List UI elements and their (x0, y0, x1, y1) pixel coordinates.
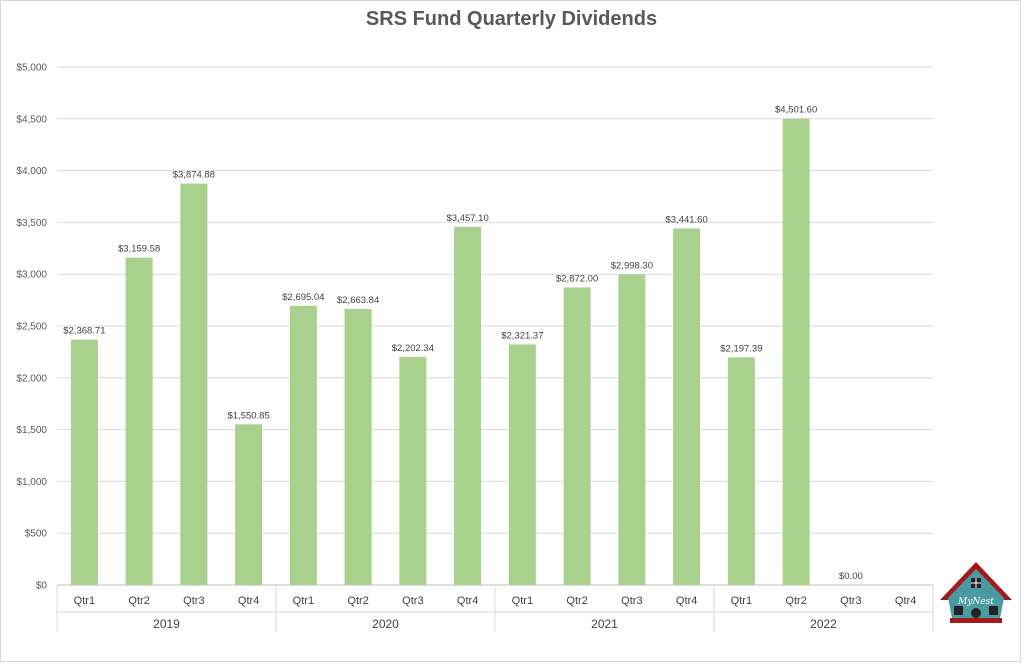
bar (563, 287, 591, 585)
logo-house-body (948, 569, 1004, 618)
y-tick-label: $500 (25, 529, 48, 540)
data-label: $2,695.04 (282, 292, 324, 303)
y-tick-label: $3,000 (16, 270, 47, 281)
mynest-logo: MyNest (940, 562, 1012, 623)
x-tick-label: Qtr3 (840, 595, 861, 607)
data-label: $3,441.60 (665, 214, 707, 225)
y-tick-label: $1,000 (16, 477, 47, 488)
bar (673, 228, 701, 585)
y-tick-label: $4,000 (16, 166, 47, 177)
bar (235, 424, 263, 585)
x-tick-label: Qtr1 (74, 595, 95, 607)
data-label: $2,321.37 (501, 331, 543, 342)
x-tick-label: Qtr2 (128, 595, 149, 607)
bar (399, 356, 427, 585)
data-label: $2,202.34 (392, 343, 434, 354)
logo-text: MyNest (957, 597, 994, 607)
bar (454, 226, 482, 586)
bar (289, 305, 317, 585)
x-tick-label: Qtr4 (238, 595, 259, 607)
x-tick-label: Qtr2 (347, 595, 368, 607)
x-tick-label: Qtr3 (183, 595, 204, 607)
bar (508, 344, 536, 585)
x-group-label: 2020 (372, 617, 399, 631)
y-tick-label: $1,500 (16, 425, 47, 436)
x-tick-label: Qtr3 (621, 595, 642, 607)
bar (782, 118, 810, 585)
data-label: $1,550.85 (227, 410, 269, 421)
x-tick-label: Qtr2 (566, 595, 587, 607)
bar (344, 309, 372, 585)
x-tick-label: Qtr4 (457, 595, 478, 607)
x-group-label: 2021 (591, 617, 618, 631)
x-tick-label: Qtr1 (293, 595, 314, 607)
y-tick-label: $3,500 (16, 218, 47, 229)
x-group-label: 2022 (810, 617, 837, 631)
y-tick-label: $5,000 (16, 63, 47, 74)
data-label: $2,368.71 (63, 326, 105, 337)
x-tick-label: Qtr1 (731, 595, 752, 607)
logo-base (950, 618, 1002, 623)
x-axis: Qtr1 Qtr2 Qtr3 Qtr4 Qtr1 Qtr2 Qtr3 Qtr4 Qtr1 Qtr2… (56, 585, 934, 632)
x-tick-label: Qtr3 (402, 595, 423, 607)
bars (70, 118, 810, 586)
data-label: $2,197.39 (720, 343, 762, 354)
bar (70, 339, 98, 585)
x-tick-label: Qtr2 (785, 595, 806, 607)
x-tick-label: Qtr1 (512, 595, 533, 607)
x-tick-label: Qtr4 (895, 595, 916, 607)
logo-door-icon (971, 608, 981, 618)
y-tick-label: $2,500 (16, 322, 47, 333)
x-group-label: 2019 (153, 617, 180, 631)
y-axis: $0 $500 $1,000 $1,500 $2,000 $2,500 $3,000 $3,5… (16, 63, 47, 592)
data-labels: $2,368.71 $3,159.58 $3,874.88 $1,550.85 $2,6… (63, 105, 863, 582)
bar (180, 183, 208, 585)
logo-left-window-icon (954, 606, 963, 615)
y-tick-label: $4,500 (16, 114, 47, 125)
data-label: $2,998.30 (611, 260, 653, 271)
y-tick-label: $0 (36, 581, 48, 592)
bar (727, 357, 755, 585)
data-label: $3,874.88 (173, 170, 215, 181)
data-label: $2,663.84 (337, 295, 379, 306)
x-tick-label: Qtr4 (676, 595, 697, 607)
bar (125, 257, 153, 585)
y-tick-label: $2,000 (16, 373, 47, 384)
logo-right-window-icon (989, 606, 998, 615)
data-label: $4,501.60 (775, 105, 817, 116)
chart-title: SRS Fund Quarterly Dividends (365, 8, 658, 30)
data-label: $2,872.00 (556, 273, 598, 284)
data-label: $0.00 (839, 571, 863, 582)
data-label: $3,457.10 (446, 213, 488, 224)
bar (618, 274, 646, 585)
data-label: $3,159.58 (118, 244, 160, 255)
